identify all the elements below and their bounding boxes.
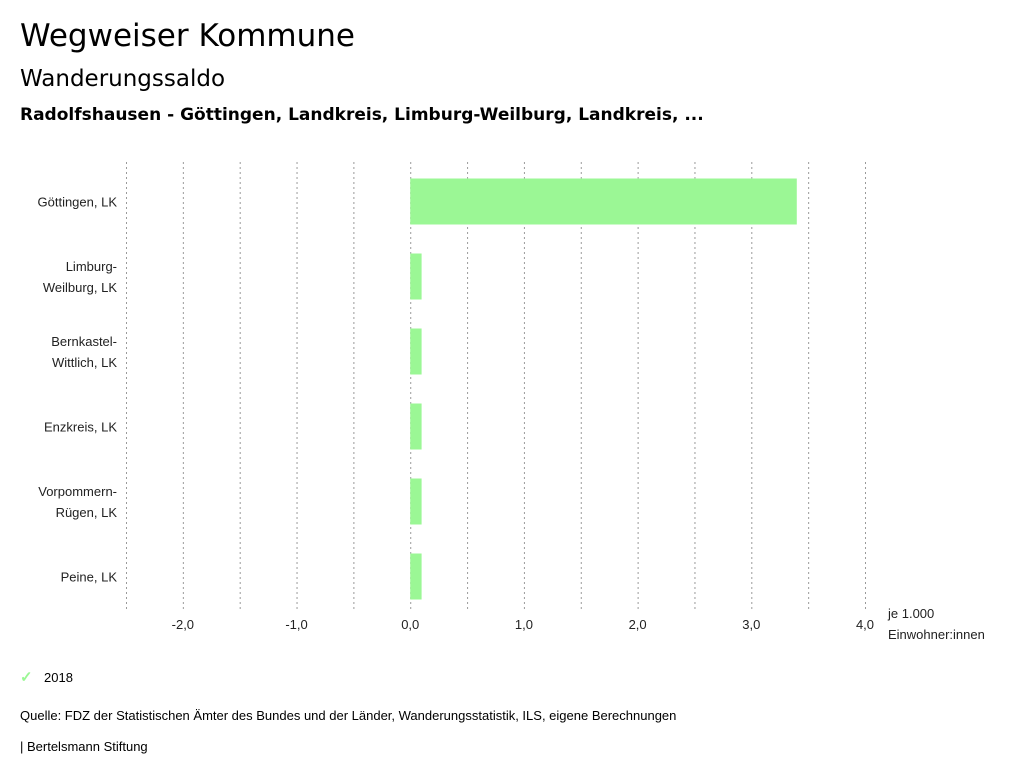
category-label: Weilburg, LK — [43, 280, 118, 295]
region-title: Radolfshausen - Göttingen, Landkreis, Li… — [20, 105, 704, 125]
x-tick-label: -1,0 — [285, 617, 307, 632]
credit-note: | Bertelsmann Stiftung — [20, 739, 148, 754]
bar — [410, 328, 422, 375]
category-label: Limburg- — [66, 259, 117, 274]
category-label: Vorpommern- — [38, 484, 117, 499]
x-tick-label: 4,0 — [856, 617, 874, 632]
category-label: Peine, LK — [61, 570, 118, 585]
bar-chart: -2,0 -1,0 0,0 1,0 2,0 3,0 4,0 je 1.000 Einwohner… — [38, 162, 985, 642]
bar — [410, 553, 422, 600]
unit-label: Einwohner:innen — [888, 627, 985, 642]
bar — [410, 403, 422, 450]
x-tick-label: 2,0 — [629, 617, 647, 632]
page-title: Wegweiser Kommune — [20, 18, 355, 54]
bar — [410, 253, 422, 300]
x-tick-label: -2,0 — [172, 617, 194, 632]
chart-subtitle: Wanderungssaldo — [20, 66, 226, 92]
category-label: Bernkastel- — [51, 334, 117, 349]
category-label: Enzkreis, LK — [44, 420, 117, 435]
category-label: Rügen, LK — [56, 505, 118, 520]
legend[interactable]: ✓ 2018 — [20, 668, 73, 686]
bar — [410, 178, 797, 225]
x-tick-label: 0,0 — [401, 617, 419, 632]
category-label: Wittlich, LK — [52, 355, 117, 370]
unit-label: je 1.000 — [887, 606, 934, 621]
category-label: Göttingen, LK — [38, 195, 118, 210]
legend-check-icon: ✓ — [20, 669, 33, 686]
x-tick-label: 3,0 — [742, 617, 760, 632]
legend-label: 2018 — [44, 669, 73, 685]
source-note: Quelle: FDZ der Statistischen Ämter des … — [20, 708, 677, 723]
x-tick-label: 1,0 — [515, 617, 533, 632]
bar — [410, 478, 422, 525]
